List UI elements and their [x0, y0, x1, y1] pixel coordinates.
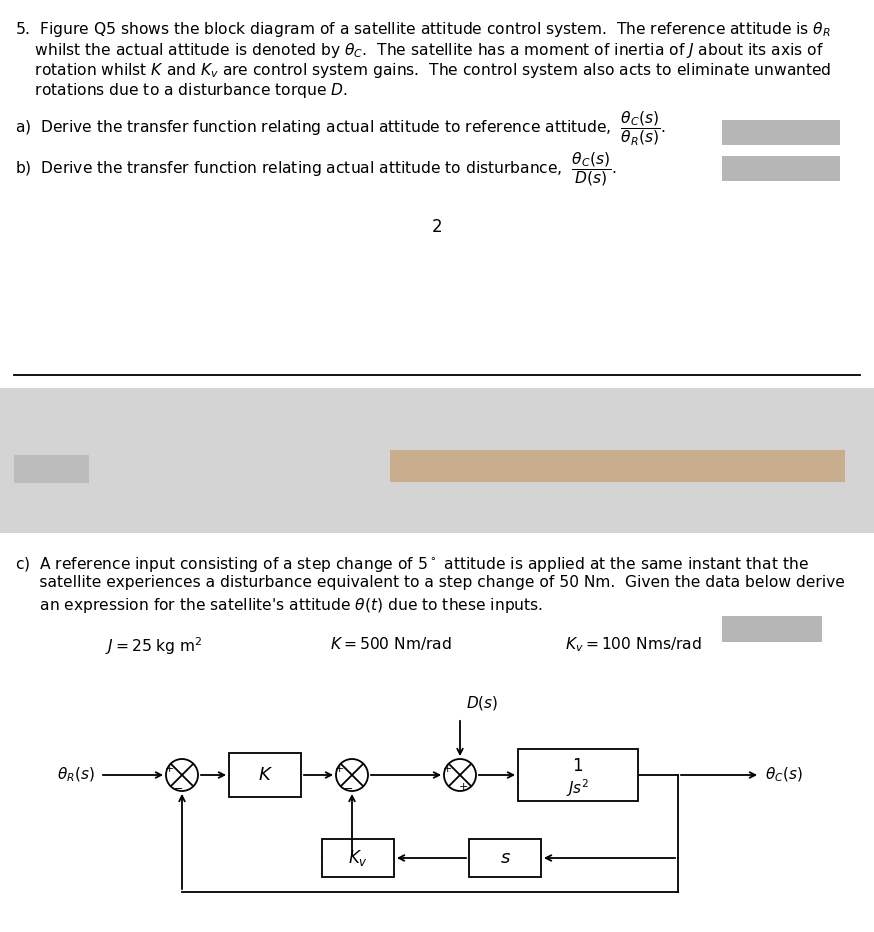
Bar: [722, 616, 822, 642]
Text: $K$: $K$: [258, 766, 273, 784]
Text: $1$: $1$: [572, 757, 584, 775]
Text: 5.  Figure Q5 shows the block diagram of a satellite attitude control system.  T: 5. Figure Q5 shows the block diagram of …: [15, 20, 831, 39]
Circle shape: [166, 759, 198, 791]
Bar: [14, 455, 89, 483]
Text: b)  Derive the transfer function relating actual attitude to disturbance,  $\dfr: b) Derive the transfer function relating…: [15, 150, 617, 188]
Text: +: +: [442, 764, 452, 774]
Text: $K_v = 100$ Nms/rad: $K_v = 100$ Nms/rad: [565, 635, 702, 653]
Text: $J = 25$ kg m$^2$: $J = 25$ kg m$^2$: [105, 635, 203, 657]
Circle shape: [444, 759, 476, 791]
Bar: [322, 839, 394, 877]
Text: a)  Derive the transfer function relating actual attitude to reference attitude,: a) Derive the transfer function relating…: [15, 110, 665, 148]
Circle shape: [336, 759, 368, 791]
Text: an expression for the satellite's attitude $\theta(t)$ due to these inputs.: an expression for the satellite's attitu…: [15, 596, 543, 615]
Bar: [390, 450, 845, 482]
Text: +: +: [458, 782, 468, 792]
Text: $\theta_R(s)$: $\theta_R(s)$: [58, 766, 95, 784]
Text: +: +: [164, 764, 174, 774]
Bar: [0, 388, 874, 533]
Text: 2: 2: [432, 218, 442, 236]
Text: whilst the actual attitude is denoted by $\theta_C$.  The satellite has a moment: whilst the actual attitude is denoted by…: [15, 40, 824, 60]
Text: $D(s)$: $D(s)$: [466, 694, 498, 712]
Text: $s$: $s$: [500, 849, 510, 867]
Text: rotations due to a disturbance torque $D$.: rotations due to a disturbance torque $D…: [15, 81, 348, 101]
Text: $K = 500$ Nm/rad: $K = 500$ Nm/rad: [330, 635, 452, 652]
Text: rotation whilst $K$ and $K_v$ are control system gains.  The control system also: rotation whilst $K$ and $K_v$ are contro…: [15, 61, 831, 80]
Bar: [518, 749, 638, 801]
Text: satellite experiences a disturbance equivalent to a step change of 50 Nm.  Given: satellite experiences a disturbance equi…: [15, 575, 845, 591]
Bar: [722, 156, 840, 181]
Bar: [469, 839, 541, 877]
Text: $-$: $-$: [343, 782, 353, 792]
Text: $\theta_C(s)$: $\theta_C(s)$: [765, 766, 802, 784]
Text: +: +: [335, 764, 343, 774]
Bar: [229, 753, 301, 797]
Text: c)  A reference input consisting of a step change of 5$^\circ$ attitude is appli: c) A reference input consisting of a ste…: [15, 555, 808, 574]
Bar: [722, 120, 840, 145]
Text: $K_v$: $K_v$: [348, 848, 368, 868]
Text: $Js^2$: $Js^2$: [566, 777, 590, 799]
Text: $-$: $-$: [173, 782, 183, 792]
